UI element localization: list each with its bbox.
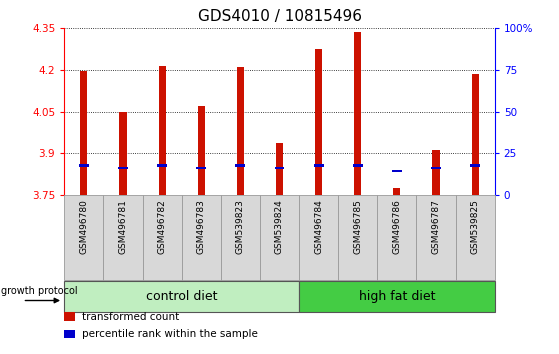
Text: GSM496785: GSM496785 [353,199,362,254]
Bar [260,195,299,280]
Bar [198,106,205,195]
Text: GSM539824: GSM539824 [275,199,284,254]
Text: GSM496783: GSM496783 [197,199,206,254]
Bar [299,195,338,280]
Bar [64,281,299,312]
Bar [431,167,441,170]
Bar [103,195,143,280]
Bar [64,330,75,338]
Bar [143,195,182,280]
Bar [118,167,128,170]
Bar [456,195,495,280]
Bar [416,195,456,280]
Bar [472,74,479,195]
Bar [470,165,480,167]
Title: GDS4010 / 10815496: GDS4010 / 10815496 [197,9,362,24]
Text: GSM496786: GSM496786 [392,199,401,254]
Bar [394,188,400,195]
Text: GSM496780: GSM496780 [79,199,88,254]
Bar [392,170,402,172]
Bar [235,165,245,167]
Bar [182,195,221,280]
Bar [237,67,244,195]
Bar [314,165,324,167]
Bar [120,112,126,195]
Text: control diet: control diet [146,290,217,303]
Text: GSM496784: GSM496784 [314,199,323,254]
Bar [79,165,89,167]
Bar [433,150,439,195]
Text: GSM496781: GSM496781 [119,199,127,254]
Bar [159,66,165,195]
Bar [353,165,363,167]
Bar [377,195,416,280]
Bar [276,143,283,195]
Bar [64,195,103,280]
Text: GSM496787: GSM496787 [432,199,440,254]
Bar [354,33,361,195]
Text: growth protocol: growth protocol [1,286,78,296]
Bar [80,71,87,195]
Bar [196,167,206,170]
Text: GSM496782: GSM496782 [158,199,167,254]
Bar [299,281,495,312]
Text: GSM539825: GSM539825 [471,199,480,254]
Text: transformed count: transformed count [82,312,179,321]
Text: GSM539823: GSM539823 [236,199,245,254]
Bar [64,312,75,321]
Bar [221,195,260,280]
Bar [338,195,377,280]
Text: percentile rank within the sample: percentile rank within the sample [82,329,257,339]
Text: high fat diet: high fat diet [359,290,435,303]
Bar [157,165,167,167]
Bar [274,167,285,170]
Bar [315,49,322,195]
